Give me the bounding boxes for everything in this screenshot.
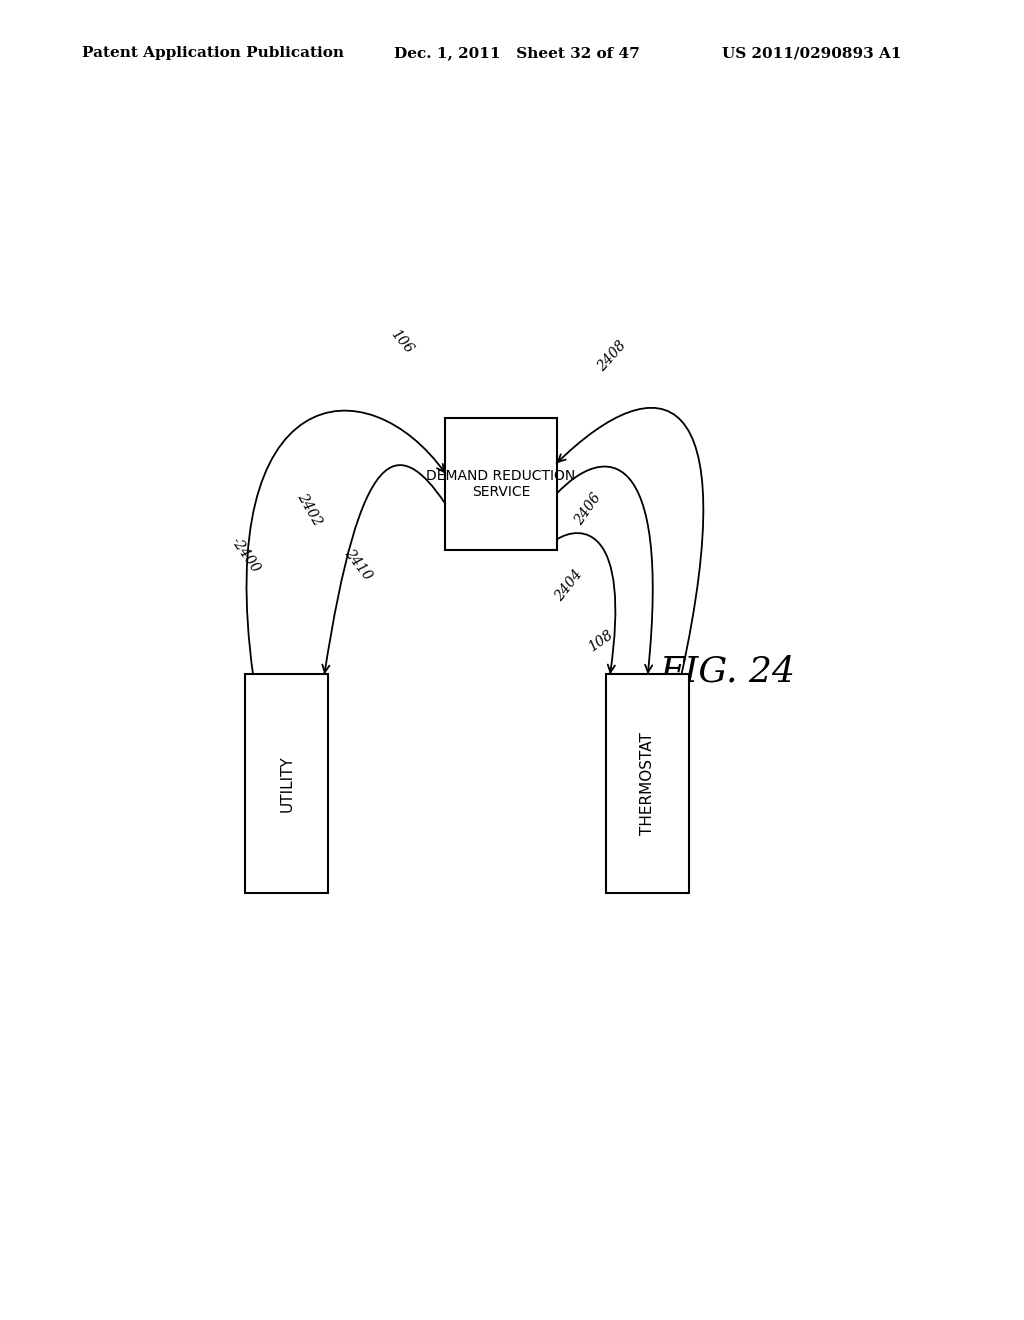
Text: Dec. 1, 2011   Sheet 32 of 47: Dec. 1, 2011 Sheet 32 of 47 (394, 46, 640, 61)
Text: 2406: 2406 (572, 491, 604, 528)
Text: FIG. 24: FIG. 24 (659, 655, 796, 689)
Text: 2402: 2402 (294, 490, 324, 528)
FancyBboxPatch shape (606, 675, 689, 892)
Text: DEMAND REDUCTION
SERVICE: DEMAND REDUCTION SERVICE (426, 469, 575, 499)
Text: Patent Application Publication: Patent Application Publication (82, 46, 344, 61)
Text: -2400: -2400 (228, 535, 263, 576)
Text: UTILITY: UTILITY (280, 755, 294, 812)
Text: 108: 108 (586, 628, 615, 655)
Text: THERMOSTAT: THERMOSTAT (640, 733, 655, 836)
FancyBboxPatch shape (245, 675, 329, 892)
Text: US 2011/0290893 A1: US 2011/0290893 A1 (722, 46, 901, 61)
Text: 106: 106 (388, 326, 416, 356)
Text: 2404: 2404 (552, 568, 585, 603)
Text: 2410: 2410 (342, 546, 375, 583)
FancyBboxPatch shape (445, 417, 557, 549)
Text: 2408: 2408 (595, 339, 629, 375)
